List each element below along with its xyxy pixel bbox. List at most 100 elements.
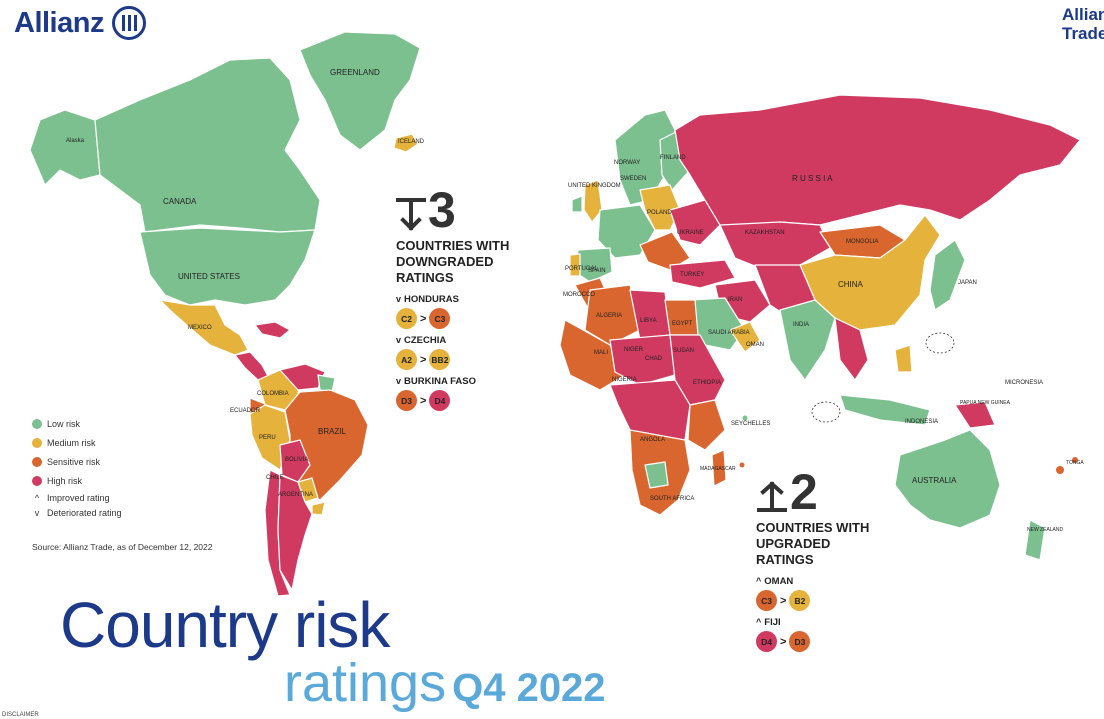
down-arrow-icon — [396, 198, 426, 231]
label-bolivia: BOLIVIA — [285, 457, 309, 463]
label-spain: SPAIN — [588, 268, 606, 274]
rating-change-honduras: C2 > C3 — [396, 308, 546, 329]
region-argentina — [277, 474, 313, 591]
label-turkey: TURKEY — [680, 272, 705, 278]
arrow-separator: > — [420, 353, 427, 366]
legend: Low risk Medium risk Sensitive risk High… — [32, 414, 122, 520]
label-uk: UNITED KINGDOM — [568, 183, 621, 189]
region-iceland — [393, 133, 419, 153]
region-indonesia — [839, 394, 931, 426]
inset-circle-singapore — [811, 401, 841, 423]
caret-down-icon: v — [396, 335, 402, 345]
downgrade-czechia: v CZECHIA — [396, 335, 447, 346]
label-algeria: ALGERIA — [596, 313, 623, 319]
region-egypt — [664, 299, 699, 336]
region-philippines — [894, 344, 913, 373]
label-india: INDIA — [793, 322, 810, 328]
region-png — [954, 401, 996, 429]
rating-to: D4 — [429, 390, 451, 411]
rating-change-oman: C3 > B2 — [756, 590, 906, 611]
region-caribbean — [254, 321, 291, 339]
region-madagascar — [711, 449, 727, 487]
downgraded-list: v HONDURAS C2 > C3 v CZECHIA A2 > BB2 v BURKINA… — [396, 294, 546, 411]
legend-dot-sensitive — [32, 456, 42, 467]
label-oman: OMAN — [746, 342, 764, 348]
arrow-separator: > — [780, 635, 787, 648]
legend-dot-low — [32, 418, 42, 429]
downgraded-title: COUNTRIES WITH DOWNGRADED RATINGS — [396, 238, 510, 285]
label-tonga: TONGA — [1066, 460, 1084, 466]
region-australia — [894, 429, 1001, 529]
label-libya: LIBYA — [640, 318, 657, 324]
label-greenland: GREENLAND — [330, 68, 380, 77]
region-east-africa — [687, 399, 726, 451]
label-peru: PERU — [259, 435, 276, 441]
downgrade-burkina-faso: v BURKINA FASO — [396, 376, 476, 387]
disclaimer: DISCLAIMER — [2, 712, 39, 718]
rating-to: D3 — [789, 631, 811, 652]
label-portugal: PORTUGAL — [565, 266, 598, 272]
label-kazakhstan: KAZAKHSTAN — [745, 230, 785, 236]
region-ukraine — [669, 199, 721, 246]
region-central-europe — [639, 184, 681, 231]
region-new-zealand — [1024, 519, 1046, 561]
region-canada — [94, 57, 321, 233]
label-madagascar: MADAGASCAR — [700, 466, 736, 472]
label-russia: R U S S I A — [792, 174, 833, 183]
region-oman — [729, 321, 761, 353]
brand-right: Allianz Trade — [1062, 5, 1104, 43]
upgraded-list: ^ OMAN C3 > B2 ^ FIJI D4 > D3 — [756, 576, 906, 652]
marker-fiji — [1056, 466, 1064, 474]
label-angola: ANGOLA — [640, 437, 666, 443]
region-southeast-asia — [834, 317, 869, 381]
label-morocco: MOROCCO — [563, 292, 595, 298]
rating-change-czechia: A2 > BB2 — [396, 349, 546, 370]
legend-item-sensitive: Sensitive risk — [32, 452, 122, 471]
downgraded-callout: 3 COUNTRIES WITH DOWNGRADED RATINGS v HON… — [396, 182, 546, 411]
downgrade-honduras: v HONDURAS — [396, 294, 459, 305]
caret-up-icon: ^ — [756, 617, 762, 627]
caret-up-icon: ^ — [34, 492, 40, 503]
downgraded-count: 3 — [428, 182, 456, 238]
source-note: Source: Allianz Trade, as of December 12… — [32, 542, 213, 552]
region-bolivia — [279, 439, 311, 483]
arrow-separator: > — [780, 594, 787, 607]
region-uk — [583, 179, 603, 223]
caret-down-icon: v — [396, 294, 402, 304]
label-canada: CANADA — [163, 197, 197, 206]
region-korea-japan — [929, 239, 966, 311]
rating-to: C3 — [429, 308, 451, 329]
label-mexico: MEXICO — [188, 325, 212, 331]
label-norway: NORWAY — [614, 160, 641, 166]
label-chad: CHAD — [645, 356, 663, 362]
rating-from: C2 — [396, 308, 417, 329]
headline-line2: ratings Q4 2022 — [284, 653, 606, 713]
headline-line1: Country risk — [60, 589, 390, 661]
label-ethiopia: ETHIOPIA — [693, 380, 722, 386]
region-usa — [139, 227, 316, 306]
region-ireland — [571, 195, 583, 213]
caret-down-icon: v — [34, 507, 40, 518]
region-central-america — [234, 351, 271, 381]
label-chile: CHILE — [266, 475, 284, 481]
caret-down-icon: v — [396, 376, 402, 386]
region-portugal — [569, 253, 581, 277]
rating-from: C3 — [756, 590, 777, 611]
label-indonesia: INDONESIA — [905, 419, 939, 425]
up-arrow-icon — [757, 481, 787, 512]
legend-dot-medium — [32, 437, 42, 448]
label-nigeria: NIGERIA — [612, 377, 637, 383]
legend-item-low: Low risk — [32, 414, 122, 433]
label-mongolia: MONGOLIA — [846, 239, 879, 245]
rating-from: D3 — [396, 390, 417, 411]
label-australia: AUSTRALIA — [912, 476, 957, 485]
region-russia — [674, 94, 1081, 231]
label-mali: MALI — [594, 350, 609, 356]
region-guyana — [317, 374, 336, 393]
upgraded-header: 2 — [756, 467, 906, 517]
caret-up-icon: ^ — [756, 576, 762, 586]
label-argentina: ARGENTINA — [278, 492, 314, 498]
label-micronesia: MICRONESIA — [1005, 380, 1044, 386]
legend-item-deteriorated: v Deteriorated rating — [32, 505, 122, 520]
